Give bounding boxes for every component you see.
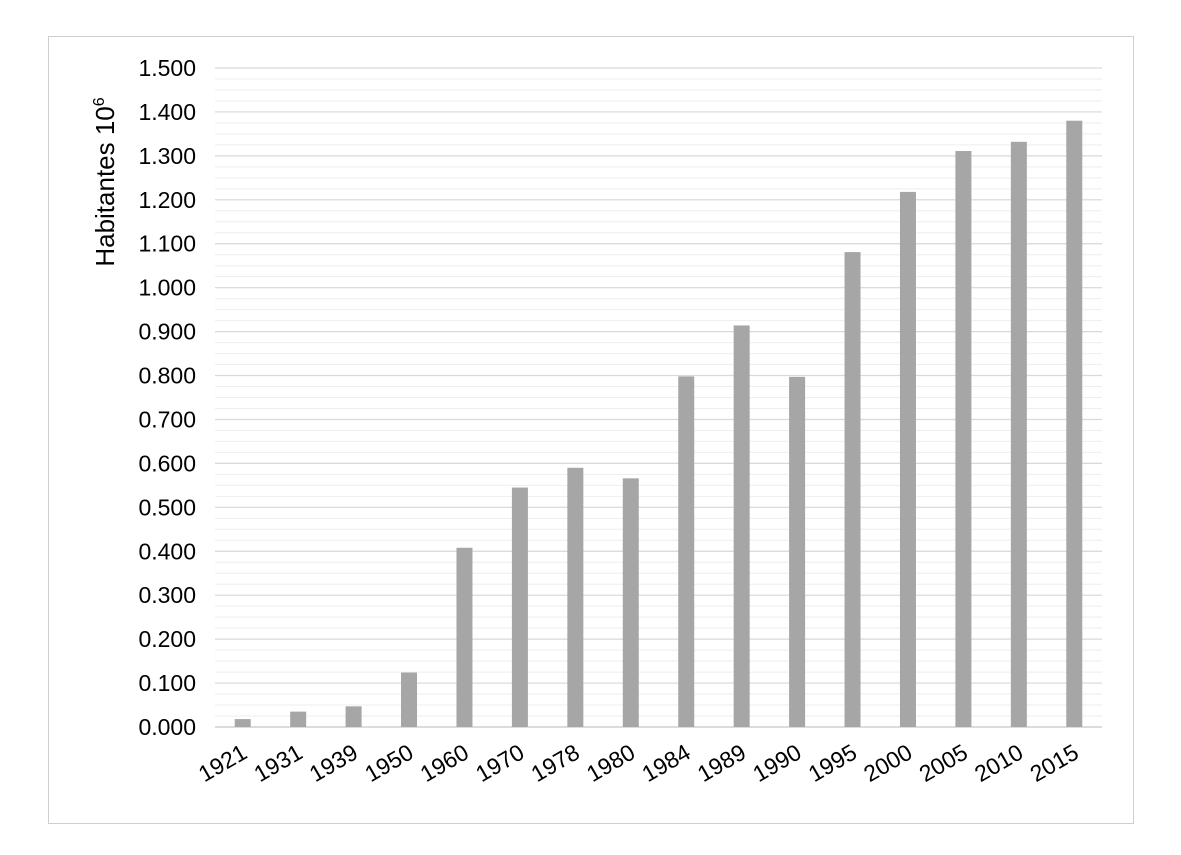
y-tick-label: 1.300	[138, 143, 196, 169]
bar-1990	[789, 376, 806, 727]
x-tick-label: 2005	[915, 739, 972, 787]
x-tick-label: 2010	[970, 739, 1027, 787]
y-tick-label: 1.000	[138, 275, 196, 301]
x-tick-label: 2015	[1025, 739, 1082, 787]
x-tick-label: 1980	[582, 739, 639, 787]
bar-1939	[345, 706, 362, 727]
bar-2010	[1010, 141, 1027, 728]
y-tick-label: 0.700	[138, 406, 196, 432]
gridlines	[215, 67, 1102, 728]
bar-2005	[955, 151, 972, 727]
y-tick-label: 0.100	[138, 670, 196, 696]
x-tick-label: 2000	[859, 739, 916, 787]
x-tick-label: 1989	[693, 739, 750, 787]
bar-1984	[678, 376, 695, 727]
y-tick-label: 1.200	[138, 187, 196, 213]
x-axis-ticks: 1921193119391950196019701978198019841989…	[194, 739, 1083, 787]
y-tick-label: 0.800	[138, 363, 196, 389]
bar-1960	[456, 547, 473, 727]
x-tick-label: 1984	[637, 739, 694, 787]
y-tick-label: 0.900	[138, 319, 196, 345]
x-tick-label: 1931	[249, 739, 306, 787]
x-tick-label: 1970	[471, 739, 528, 787]
y-tick-label: 0.400	[138, 538, 196, 564]
x-tick-label: 1921	[194, 739, 251, 787]
bar-1989	[733, 325, 750, 727]
y-tick-label: 1.500	[138, 55, 196, 81]
bar-1950	[401, 672, 418, 727]
y-tick-label: 0.200	[138, 626, 196, 652]
x-tick-label: 1950	[360, 739, 417, 787]
y-axis-ticks: 0.000 0.100 0.200 0.300 0.400 0.500 0.600 0.700…	[138, 55, 196, 740]
y-tick-label: 0.300	[138, 582, 196, 608]
bar-1970	[511, 487, 528, 727]
y-tick-label: 1.400	[138, 99, 196, 125]
y-tick-label: 0.500	[138, 494, 196, 520]
y-tick-label: 0.000	[138, 714, 196, 740]
y-axis-title: Habitantes 106	[90, 97, 120, 266]
bar-1931	[290, 711, 307, 727]
x-tick-label: 1978	[527, 739, 584, 787]
bar-1921	[234, 719, 251, 727]
bar-1978	[567, 467, 584, 727]
bar-1995	[844, 252, 861, 727]
x-tick-label: 1995	[804, 739, 861, 787]
bar-2000	[899, 191, 916, 728]
x-tick-label: 1939	[305, 739, 362, 787]
bar-1980	[622, 478, 639, 727]
y-tick-label: 0.600	[138, 450, 196, 476]
y-tick-label: 1.100	[138, 231, 196, 257]
x-tick-label: 1960	[416, 739, 473, 787]
bars	[234, 120, 1083, 728]
bar-2015	[1066, 120, 1083, 728]
x-tick-label: 1990	[748, 739, 805, 787]
